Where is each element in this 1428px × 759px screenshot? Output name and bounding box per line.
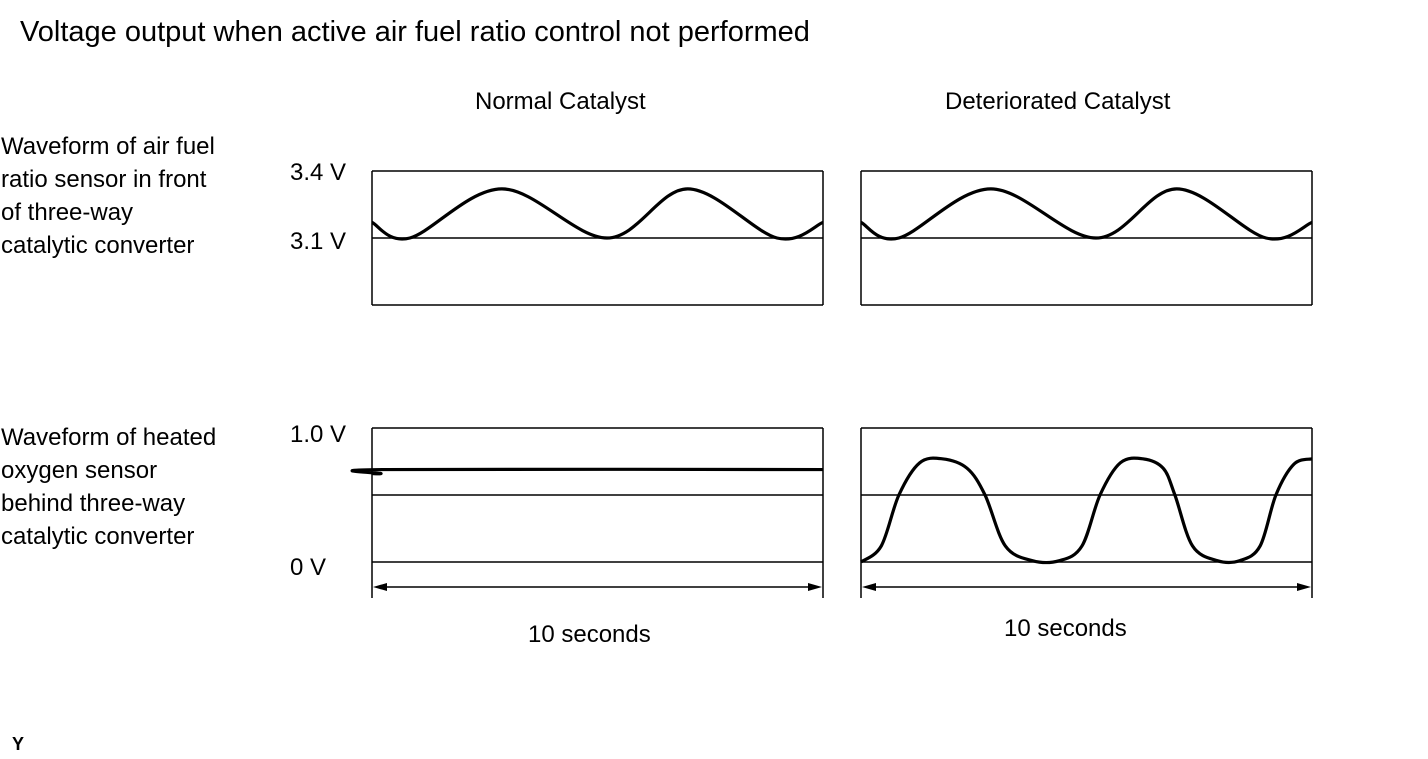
- row-label-air-fuel-sensor: Waveform of air fuel ratio sensor in fro…: [1, 133, 215, 259]
- arrowhead-left-icon: [373, 583, 387, 591]
- time-span-label-deteriorated: 10 seconds: [1004, 615, 1127, 642]
- arrowhead-right-icon: [808, 583, 822, 591]
- waveform-line: [860, 187, 1313, 241]
- tick-3-4v: 3.4 V: [290, 159, 347, 186]
- tick-0v: 0 V: [290, 554, 327, 581]
- time-span-label-normal: 10 seconds: [528, 621, 651, 648]
- corner-mark: Y: [12, 734, 25, 754]
- column-header-deteriorated: Deteriorated Catalyst: [945, 88, 1171, 115]
- diagram-title: Voltage output when active air fuel rati…: [20, 16, 810, 48]
- tick-3-1v: 3.1 V: [290, 228, 347, 255]
- row-label-oxygen-sensor: Waveform of heated oxygen sensor behind …: [1, 424, 217, 550]
- column-header-normal: Normal Catalyst: [475, 88, 646, 115]
- arrowhead-right-icon: [1297, 583, 1311, 591]
- arrowhead-left-icon: [862, 583, 876, 591]
- waveform-line: [860, 456, 1313, 565]
- waveform-line: [350, 467, 824, 476]
- waveform-line: [371, 187, 824, 241]
- tick-1-0v: 1.0 V: [290, 421, 347, 448]
